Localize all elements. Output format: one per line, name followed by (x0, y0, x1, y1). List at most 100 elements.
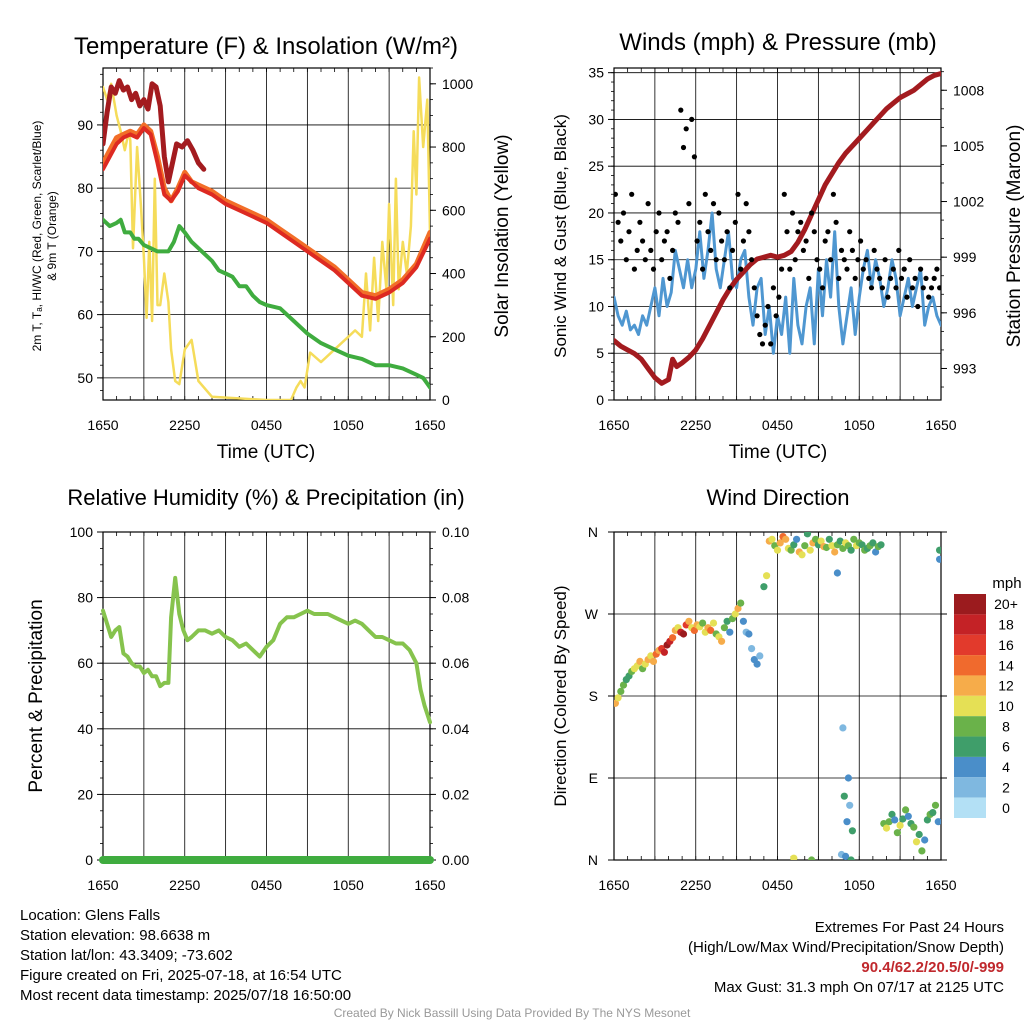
wind-gust-point (700, 266, 706, 272)
humidity-ylabel-left: Percent & Precipitation (26, 599, 47, 792)
temperature-xtick-label: 0450 (251, 417, 282, 433)
legend-swatch (954, 756, 986, 778)
wind-gust-point (686, 201, 692, 207)
wind-gust-point (615, 219, 621, 225)
wind-gust-point (817, 266, 823, 272)
wind-gust-point (841, 257, 847, 263)
legend-label: 18 (998, 617, 1014, 633)
direction-ytick-label: N (588, 524, 598, 540)
wind-gust-point (779, 266, 785, 272)
wind-gust-point (740, 238, 747, 244)
temperature-y2tick-label: 600 (442, 202, 466, 218)
direction-point (793, 535, 801, 543)
direction-point (617, 687, 625, 696)
wind-gust-point (689, 116, 695, 122)
direction-point (760, 583, 768, 591)
wind-gust-point (653, 229, 659, 235)
direction-point (798, 551, 806, 559)
legend-swatch (954, 716, 986, 737)
wind-gust-point (751, 285, 757, 291)
wind-gust-point (631, 266, 638, 272)
direction-point (869, 539, 877, 547)
wind-gust-point (811, 229, 817, 235)
wind-panel: Winds (mph) & Pressure (mb) Time (UTC) S… (551, 29, 1024, 463)
wind-gust-point (634, 247, 640, 253)
direction-ylabel-left: Direction (Colored By Speed) (551, 585, 570, 806)
direction-point (773, 546, 782, 554)
direction-point (839, 724, 847, 732)
direction-point (685, 617, 693, 625)
direction-point (891, 816, 899, 824)
wind-gust-point (912, 275, 918, 281)
temperature-series-dewpoint (103, 217, 430, 390)
wind-gust-point (705, 229, 711, 235)
wind-gust-point (667, 275, 673, 281)
wind-ylabel-right: Station Pressure (Maroon) (1004, 125, 1024, 348)
temperature-y2tick-label: 0 (442, 392, 450, 408)
extremes-info: Extremes For Past 24 Hours (High/Low/Max… (688, 918, 1004, 998)
wind-gust-point (648, 247, 654, 253)
wind-gust-point (762, 322, 768, 328)
direction-point (801, 542, 809, 550)
direction-point (726, 628, 734, 636)
direction-point (669, 634, 677, 642)
direction-point (831, 548, 839, 556)
direction-point (844, 774, 853, 782)
wind-gust-point (716, 210, 722, 216)
direction-point (847, 546, 855, 554)
wind-gust-point (683, 126, 689, 132)
humidity-title: Relative Humidity (%) & Precipitation (i… (67, 485, 464, 510)
humidity-ytick-label: 80 (77, 590, 93, 606)
legend-label: 6 (1002, 739, 1010, 755)
humidity-ytick-label: 100 (70, 524, 94, 540)
direction-point (918, 847, 926, 855)
wind-gust-point (781, 191, 787, 197)
wind-gust-point (640, 238, 646, 244)
direction-point (902, 806, 910, 814)
legend-label: 8 (1002, 718, 1010, 734)
wind-gust-point (642, 257, 648, 263)
direction-xtick-label: 1650 (598, 877, 629, 893)
legend-swatch (954, 614, 986, 635)
humidity-y2tick-label: 0.02 (442, 786, 469, 802)
wind-gust-point (836, 275, 842, 281)
temperature-ytick-label: 60 (77, 307, 93, 323)
wind-ytick-label: 10 (588, 298, 604, 314)
wind-gust-point (702, 191, 708, 197)
wind-gust-point (896, 247, 902, 253)
direction-point (806, 546, 814, 554)
direction-point (936, 546, 941, 554)
direction-point (763, 572, 771, 580)
wind-ytick-label: 35 (588, 65, 604, 81)
legend-swatch (954, 736, 986, 757)
extremes-subtitle: (High/Low/Max Wind/Precipitation/Snow De… (688, 939, 1004, 956)
wind-gust-point (770, 285, 777, 291)
direction-legend-title: mph (992, 575, 1021, 592)
direction-point (915, 830, 923, 839)
direction-point (745, 630, 753, 638)
temperature-xtick-label: 1650 (87, 417, 118, 433)
wind-gust-point (852, 275, 858, 281)
wind-y2tick-label: 993 (953, 360, 977, 376)
direction-point (858, 541, 866, 549)
wind-gust-point (727, 285, 733, 291)
wind-gust-point (879, 285, 886, 291)
humidity-xtick-label: 0450 (251, 877, 282, 893)
direction-point (885, 818, 893, 826)
direction-panel: Wind Direction Direction (Colored By Spe… (551, 485, 1022, 807)
legend-label: 20+ (994, 596, 1018, 612)
wind-series-pressure (614, 71, 941, 386)
direction-point (877, 541, 885, 549)
legend-label: 10 (998, 698, 1014, 714)
direction-xtick-label: 0450 (762, 877, 793, 893)
direction-point (840, 792, 848, 800)
temperature-title: Temperature (F) & Insolation (W/m²) (74, 33, 458, 60)
direction-point (614, 694, 622, 702)
direction-xtick-label: 1050 (844, 877, 875, 893)
direction-point (825, 535, 833, 543)
wind-gust-point (915, 303, 921, 310)
temperature-ylabel-left-1: 2m T, Tₐ, HI/WC (Red, Green, Scarlet/Blu… (30, 121, 44, 352)
temperature-panel: Temperature (F) & Insolation (W/m²) Time… (30, 33, 513, 463)
wind-gust-point (901, 266, 907, 272)
wind-ytick-label: 0 (596, 392, 604, 408)
